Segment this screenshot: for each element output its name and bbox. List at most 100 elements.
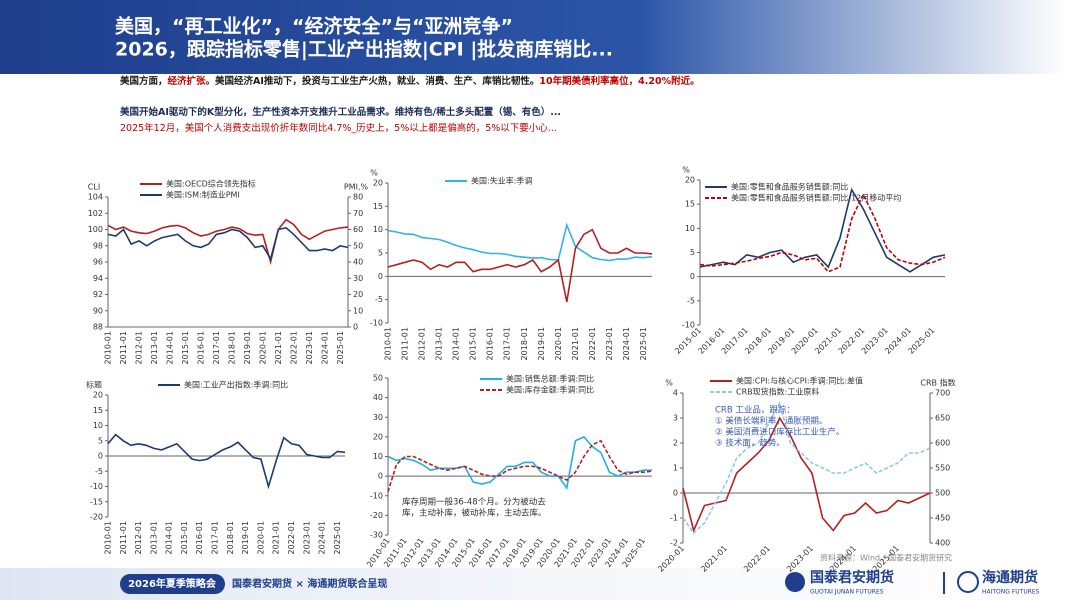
y-tick-label: 5 xyxy=(98,436,103,445)
y2-tick-label: 0 xyxy=(353,323,358,332)
y-axis-label: % xyxy=(370,169,378,178)
y-tick-label: 3 xyxy=(673,414,678,423)
note-segment: 美国开始AI驱动下的K型分化，生产性资本开支推升工业品需求。维持有色/稀土多头配… xyxy=(119,106,561,118)
x-tick-label: 2023-01 xyxy=(302,521,311,554)
series-line xyxy=(387,435,652,490)
title: 2026，跟踪指标零售|工业产出指数|CPI |批发商库销比... xyxy=(115,38,613,61)
y-tick-label: -10 xyxy=(90,482,103,491)
logo xyxy=(957,571,979,593)
series-line xyxy=(682,416,931,533)
annotation: 库存周期一般36-48个月。分为被动去 xyxy=(402,497,546,508)
y-tick-label: 0 xyxy=(673,489,678,498)
x-tick-label: 2012-01 xyxy=(134,521,143,554)
y-tick-label: 20 xyxy=(93,391,103,400)
x-tick-label: 2017-01 xyxy=(212,331,221,364)
y-tick-label: 15 xyxy=(685,200,695,209)
legend-label: CRB现货指数:工业原料 xyxy=(736,387,819,397)
x-tick-label: 2021-01 xyxy=(274,331,283,364)
x-tick-label: 2017-01 xyxy=(503,327,512,360)
y-tick-label: 1 xyxy=(673,464,678,473)
y-tick-label: 15 xyxy=(373,202,383,211)
y2-tick-label: 400 xyxy=(935,539,950,548)
note-segment: 美国经济AI推动下，投资与工业生产火热，就业、消费、生产、库销比韧性。 xyxy=(214,75,539,87)
x-tick-label: 2021-01 xyxy=(272,521,281,554)
x-tick-label: 2019-01 xyxy=(537,327,546,360)
legend-label: 美国:工业产出指数:季调:同比 xyxy=(184,380,288,390)
annotation: ② 美国消费进口库存比工业生产。 xyxy=(715,427,844,438)
x-tick-label: 2023-01 xyxy=(605,327,614,360)
legend-label: 美国:失业率:季调 xyxy=(471,176,532,186)
y-tick-label: 15 xyxy=(93,406,103,415)
x-tick-label: 2014-01 xyxy=(165,331,174,364)
annotation: 库，主动补库，被动补库，主动去库。 xyxy=(402,508,547,519)
y-tick-label: -5 xyxy=(687,296,695,305)
series-line xyxy=(387,439,653,493)
x-tick-label: 2018-01 xyxy=(227,331,236,364)
y2-tick-label: 80 xyxy=(353,193,363,202)
series-line xyxy=(699,192,946,273)
x-tick-label: 2016-01 xyxy=(486,327,495,360)
x-tick-label: 2024-01 xyxy=(318,521,327,554)
y-tick-label: 0 xyxy=(690,272,695,281)
x-tick-label: 2024-01 xyxy=(320,331,329,364)
title: 美国，“再工业化”，“经济安全”与“亚洲竞争” xyxy=(115,15,513,38)
x-tick-label: 2019-01 xyxy=(243,331,252,364)
x-tick-label: 2014-01 xyxy=(165,521,174,554)
x-tick-label: 2016-01 xyxy=(195,521,204,554)
brand: 国泰君安期货 xyxy=(810,569,894,586)
y-tick-label: 20 xyxy=(685,176,695,185)
x-tick-label: 2020-01 xyxy=(256,521,265,554)
y-tick-label: 0 xyxy=(98,452,103,461)
note: 美国开始AI驱动下的K型分化，生产性资本开支推升工业品需求。维持有色/稀土多头配… xyxy=(119,106,561,118)
x-tick-label: 2025-01 xyxy=(639,327,648,360)
y2-tick-label: 50 xyxy=(353,241,363,250)
x-tick-label: 2013-01 xyxy=(150,331,159,364)
y-tick-label: 88 xyxy=(93,323,103,332)
x-tick-label: 2010-01 xyxy=(384,327,393,360)
x-tick-label: 2011-01 xyxy=(401,327,410,360)
x-tick-label: 2021-01 xyxy=(571,327,580,360)
y-tick-label: 100 xyxy=(88,225,103,234)
y-tick-label: 50 xyxy=(373,374,383,383)
x-tick-label: 2025-01 xyxy=(336,331,345,364)
x-tick-label: 2013-01 xyxy=(149,521,158,554)
series-line xyxy=(107,227,349,261)
y-tick-label: 40 xyxy=(373,393,383,402)
y-tick-label: 90 xyxy=(93,306,103,315)
series-line xyxy=(387,228,653,303)
x-tick-label: 2015-01 xyxy=(181,331,190,364)
annotation: CRB 工业品，跟踪： xyxy=(715,405,795,416)
x-tick-label: 2010-01 xyxy=(104,521,113,554)
event: 2026年夏季策略会 xyxy=(128,577,216,590)
note: 2025年12月，美国个人消费支出现价折年数同比4.7%_历史上，5%以上都是偏… xyxy=(120,122,557,134)
note: 美国方面，经济扩张。美国经济AI推动下，投资与工业生产火热，就业、消费、生产、库… xyxy=(119,75,700,87)
y2-tick-label: 20 xyxy=(353,290,363,299)
y-tick-label: 92 xyxy=(93,290,103,299)
y2-tick-label: 450 xyxy=(935,514,950,523)
x-tick-label: 2018-01 xyxy=(520,327,529,360)
y-tick-label: -10 xyxy=(370,319,383,328)
y-axis-label: % xyxy=(682,166,690,175)
y2-tick-label: 30 xyxy=(353,274,363,283)
series-line xyxy=(699,187,946,273)
y2-tick-label: 550 xyxy=(935,464,950,473)
x-tick-label: 2016-01 xyxy=(196,331,205,364)
note-segment: 经济扩张。 xyxy=(168,75,216,87)
brand-en: GUOTAI JUNAN FUTURES xyxy=(810,589,884,596)
series-line xyxy=(107,433,346,490)
logo xyxy=(785,572,805,592)
y-tick-label: -20 xyxy=(370,511,383,520)
y-tick-label: 30 xyxy=(373,413,383,422)
y-tick-label: -2 xyxy=(670,539,678,548)
x-tick-label: 2011-01 xyxy=(119,331,128,364)
y-axis-label: CLI xyxy=(88,183,100,192)
header-bar xyxy=(0,0,1067,74)
legend-label: 美国:零售和食品服务销售额:同比:12月移动平均 xyxy=(731,193,901,203)
x-tick-label: 2013-01 xyxy=(435,327,444,360)
y-tick-label: 20 xyxy=(373,432,383,441)
y-tick-label: 94 xyxy=(93,274,103,283)
x-tick-label: 2010-01 xyxy=(104,331,113,364)
x-tick-label: 2019-01 xyxy=(241,521,250,554)
y-tick-label: -5 xyxy=(375,295,383,304)
